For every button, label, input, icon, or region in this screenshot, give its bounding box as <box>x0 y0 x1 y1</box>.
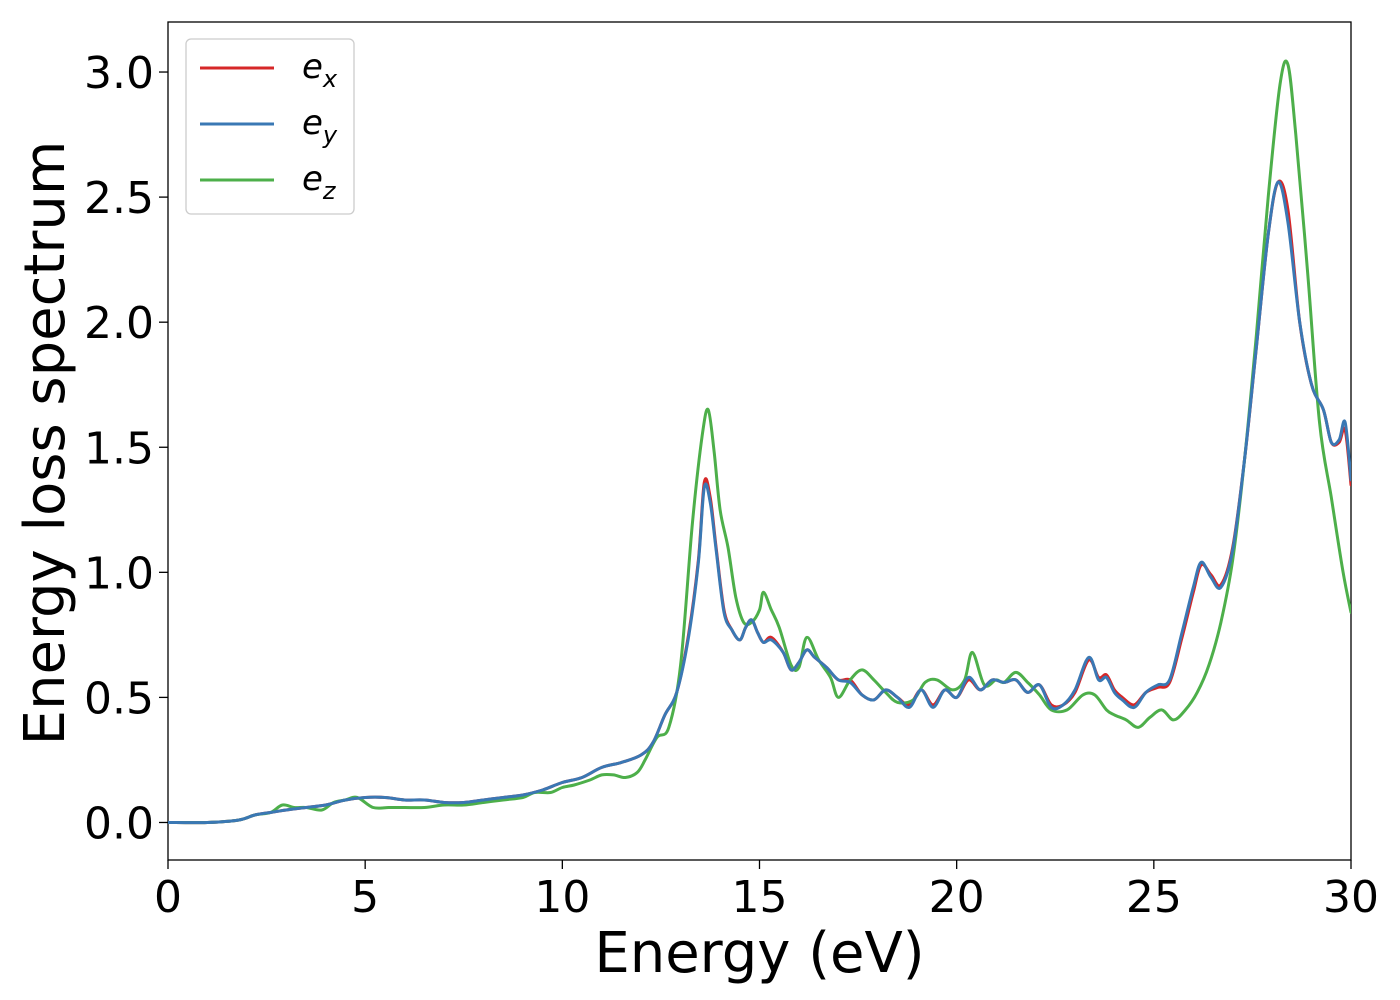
legend-label-sub: y <box>322 121 338 149</box>
x-tick-label: 10 <box>534 872 590 923</box>
series-line-ex <box>168 179 1351 825</box>
x-tick-label: 15 <box>732 872 788 923</box>
y-axis-title: Energy loss spectrum <box>13 141 78 746</box>
x-tick-label: 20 <box>929 872 985 923</box>
x-tick-label: 25 <box>1126 872 1182 923</box>
legend-label-sub: x <box>322 65 338 93</box>
series-line-ez <box>168 59 1351 825</box>
x-axis-title: Energy (eV) <box>594 921 924 986</box>
legend-label-ex: ex <box>302 47 338 93</box>
x-tick-label: 5 <box>351 872 379 923</box>
legend-box <box>185 38 355 215</box>
series-layer <box>168 59 1351 825</box>
legend-label-ez: ez <box>302 159 337 205</box>
legend-label-base: e <box>302 47 323 87</box>
series-line-ey <box>168 180 1351 825</box>
legend-label-sub: z <box>322 177 337 205</box>
x-tick-label: 0 <box>154 872 182 923</box>
y-tick-label: 3.0 <box>84 48 154 99</box>
y-tick-label: 1.5 <box>84 423 154 474</box>
x-tick-label: 30 <box>1323 872 1379 923</box>
legend-label-base: e <box>302 159 323 199</box>
y-tick-label: 2.5 <box>84 173 154 224</box>
y-axis-ticks: 0.0 0.5 1.0 1.5 2.0 2.5 3.0 <box>84 48 168 849</box>
y-tick-label: 0.0 <box>84 798 154 849</box>
x-axis-ticks: 0 5 10 15 20 25 30 <box>154 860 1379 923</box>
y-tick-label: 2.0 <box>84 298 154 349</box>
legend-label-base: e <box>302 103 323 143</box>
legend-label-ey: ey <box>302 103 338 149</box>
y-tick-label: 1.0 <box>84 548 154 599</box>
y-tick-label: 0.5 <box>84 673 154 724</box>
